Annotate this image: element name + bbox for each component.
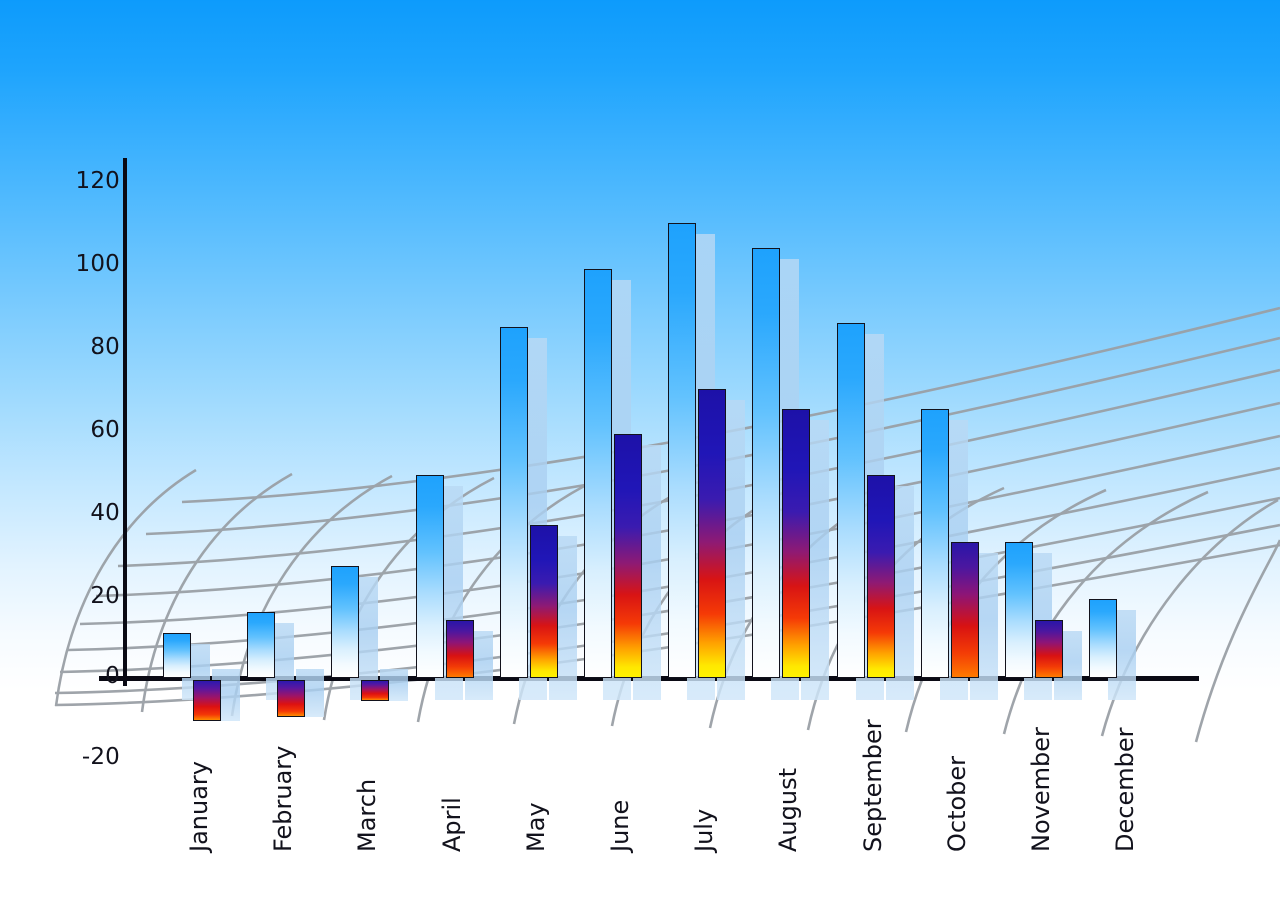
y-axis-label-120: 120 <box>75 168 120 194</box>
bar-series1-july[interactable] <box>668 223 697 678</box>
y-axis-label-20: 20 <box>90 583 120 609</box>
bar-series2-november[interactable] <box>1035 620 1063 678</box>
bar-series1-march[interactable] <box>331 566 360 678</box>
y-axis-label-80: 80 <box>90 334 120 360</box>
x-axis-label-february: February <box>269 745 298 852</box>
x-axis-label-september: September <box>858 719 887 852</box>
bar-series2-april[interactable] <box>445 620 474 678</box>
bar-series1-december[interactable] <box>1089 599 1118 678</box>
bar-series1-august[interactable] <box>752 248 781 678</box>
bar-series2-march[interactable] <box>361 680 390 701</box>
bar-series2-september[interactable] <box>866 475 895 678</box>
bar-series1-april[interactable] <box>415 475 444 678</box>
bar-series2-october[interactable] <box>950 541 979 678</box>
bar-series2-august[interactable] <box>782 409 811 678</box>
x-axis-label-june: June <box>606 799 634 852</box>
ground-background <box>0 690 1280 905</box>
bar-series1-september[interactable] <box>836 322 865 678</box>
bar-series1-february[interactable] <box>247 611 276 678</box>
y-axis-label-60: 60 <box>90 417 120 443</box>
x-axis-label-october: October <box>942 755 971 852</box>
bar-series1-january[interactable] <box>163 632 191 678</box>
x-axis-label-may: May <box>521 802 550 852</box>
bar-series1-october[interactable] <box>920 409 949 678</box>
x-axis-label-july: July <box>690 808 719 852</box>
bar-series2-july[interactable] <box>698 388 727 678</box>
bar-series1-november[interactable] <box>1005 541 1033 678</box>
y-axis-label-minus20: -20 <box>81 744 120 770</box>
bar-series1-june[interactable] <box>584 268 612 678</box>
bar-series2-february[interactable] <box>277 680 306 718</box>
y-axis-line <box>123 158 127 686</box>
bar-series1-may[interactable] <box>499 326 528 678</box>
y-tick-0 <box>112 676 134 680</box>
x-axis-label-december: December <box>1111 727 1140 852</box>
x-axis-label-march: March <box>353 778 382 852</box>
bar-series2-june[interactable] <box>614 434 642 678</box>
y-axis-label-0: 0 <box>105 663 120 689</box>
x-axis-label-november: November <box>1027 727 1055 852</box>
x-axis-label-january: January <box>185 761 213 852</box>
y-axis-label-100: 100 <box>75 251 120 277</box>
x-axis-label-august: August <box>774 768 803 852</box>
y-axis-label-40: 40 <box>90 500 120 526</box>
bar-series2-january[interactable] <box>193 680 221 722</box>
x-axis-label-april: April <box>437 797 466 852</box>
bar-series2-may[interactable] <box>529 525 558 678</box>
